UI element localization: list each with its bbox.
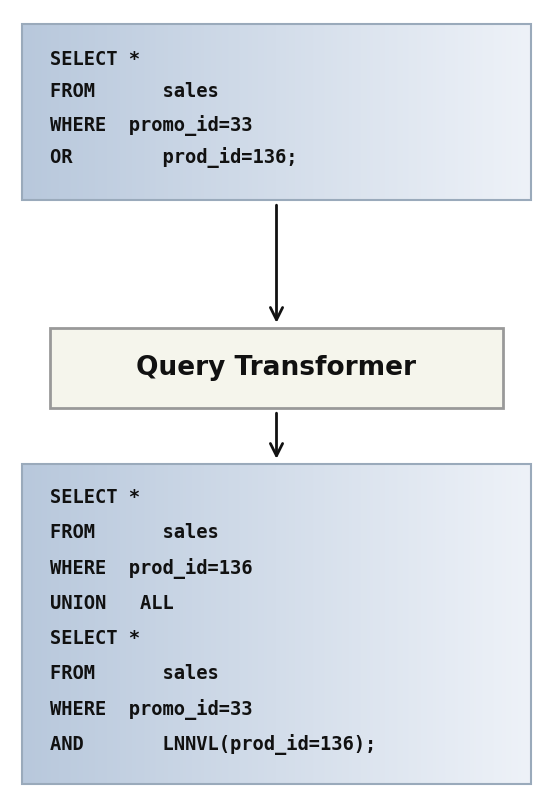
Bar bbox=[22, 464, 531, 784]
Text: AND       LNNVL(prod_id=136);: AND LNNVL(prod_id=136); bbox=[50, 734, 376, 755]
Text: Query Transformer: Query Transformer bbox=[137, 355, 416, 381]
Bar bbox=[22, 24, 531, 200]
Text: WHERE  promo_id=33: WHERE promo_id=33 bbox=[50, 699, 252, 720]
Text: OR        prod_id=136;: OR prod_id=136; bbox=[50, 147, 298, 168]
Text: SELECT *: SELECT * bbox=[50, 629, 140, 648]
Text: WHERE  promo_id=33: WHERE promo_id=33 bbox=[50, 115, 252, 136]
Text: FROM      sales: FROM sales bbox=[50, 664, 218, 683]
Text: FROM      sales: FROM sales bbox=[50, 523, 218, 542]
Bar bbox=[50, 328, 503, 408]
Text: WHERE  prod_id=136: WHERE prod_id=136 bbox=[50, 558, 252, 579]
Text: SELECT *: SELECT * bbox=[50, 50, 140, 69]
Text: UNION   ALL: UNION ALL bbox=[50, 594, 174, 613]
Text: FROM      sales: FROM sales bbox=[50, 82, 218, 102]
Text: SELECT *: SELECT * bbox=[50, 488, 140, 507]
